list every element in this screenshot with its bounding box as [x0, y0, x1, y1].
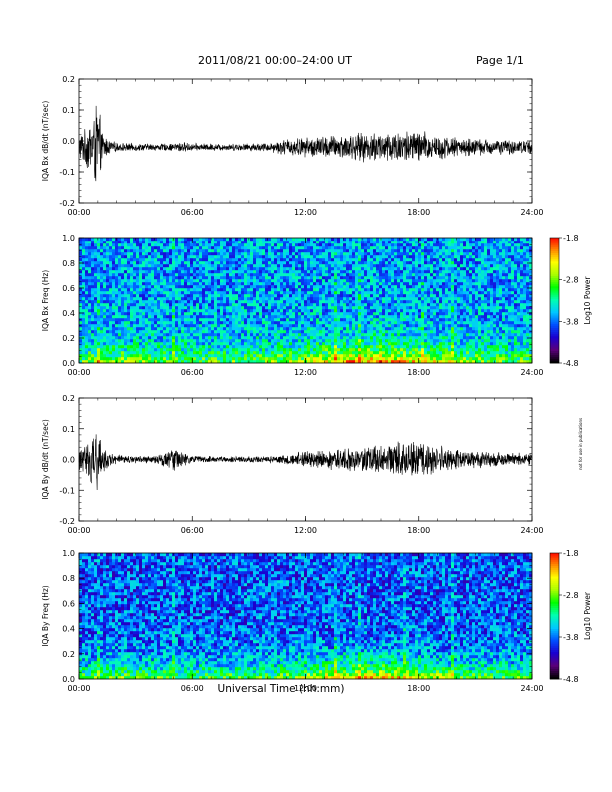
trace-line: [78, 434, 533, 491]
y-axis-label: IQA Bx Freq (Hz): [41, 270, 50, 332]
colorbar-tick-label: -2.8: [563, 276, 579, 285]
y-tick-label: 0.0: [62, 456, 75, 465]
x-tick-label: 12:00: [294, 684, 317, 693]
y-axis-label: IQA Bx dB/dt (nT/sec): [41, 101, 50, 182]
x-tick-label: 00:00: [67, 684, 90, 693]
x-tick-label: 18:00: [407, 368, 430, 377]
x-tick-label: 00:00: [67, 368, 90, 377]
y-tick-label: 0.8: [62, 574, 75, 583]
x-tick-label: 18:00: [407, 684, 430, 693]
colorbar-tick-label: -3.8: [563, 633, 579, 642]
panel-3: 00:00 06:00 12:00 18:00 24:00 0.2 0.1 0.0 -0.1 -0…: [41, 394, 544, 535]
colorbar-tick-label: -1.8: [563, 549, 579, 558]
colorbar-label: Log10 Power: [583, 591, 592, 640]
x-tick-label: 24:00: [520, 368, 543, 377]
y-tick-label: 0.1: [62, 425, 75, 434]
x-tick-label: 06:00: [181, 684, 204, 693]
x-tick-label: 00:00: [67, 208, 90, 217]
y-tick-label: 0.1: [62, 106, 75, 115]
y-tick-label: 0.2: [62, 75, 75, 84]
trace-line: [78, 105, 533, 182]
y-tick-label: 0.0: [62, 675, 75, 684]
spectrogram-cells: [79, 238, 533, 364]
page-number: Page 1/1: [476, 54, 524, 67]
y-axis-label: IQA By Freq (Hz): [41, 585, 50, 647]
y-tick-label: 0.0: [62, 137, 75, 146]
y-tick-label: 1.0: [62, 234, 75, 243]
y-tick-label: 0.2: [62, 334, 75, 343]
colorbar-tick-label: -2.8: [563, 591, 579, 600]
x-tick-label: 18:00: [407, 208, 430, 217]
panel-4: -1.8 -2.8 -3.8 -4.8 Log10 Power 00:00 06:00 12:…: [41, 549, 592, 693]
y-tick-label: -0.2: [59, 517, 75, 526]
y-axis-label: IQA By dB/dt (nT/sec): [41, 419, 50, 500]
y-tick-label: 0.2: [62, 650, 75, 659]
y-tick-label: -0.2: [59, 199, 75, 208]
x-axis-title: Universal Time (hh:mm): [218, 683, 345, 695]
x-tick-label: 06:00: [181, 208, 204, 217]
x-tick-label: 00:00: [67, 526, 90, 535]
panel-1: 00:00 06:00 12:00 18:00 24:00 0.2 0.1 0.0 -0.1 -0…: [41, 75, 544, 217]
side-note: not for use in publications: [578, 418, 583, 470]
y-tick-label: 0.0: [62, 359, 75, 368]
colorbar: -1.8 -2.8 -3.8 -4.8 Log10 Power: [549, 234, 592, 368]
colorbar: -1.8 -2.8 -3.8 -4.8 Log10 Power: [549, 549, 592, 684]
x-tick-label: 24:00: [520, 526, 543, 535]
y-tick-label: 0.6: [62, 599, 75, 608]
x-tick-label: 12:00: [294, 526, 317, 535]
x-tick-label: 24:00: [520, 684, 543, 693]
panel-2: -1.8 -2.8 -3.8 -4.8 Log10 Power 00:00 06:00 12:…: [41, 234, 592, 377]
y-tick-label: 0.4: [62, 309, 75, 318]
colorbar-tick-label: -4.8: [563, 675, 579, 684]
x-tick-label: 12:00: [294, 208, 317, 217]
y-tick-label: 0.6: [62, 284, 75, 293]
chart-panels: 00:00 06:00 12:00 18:00 24:00 0.2 0.1 0.0 -0.1 -0…: [41, 75, 592, 693]
x-tick-label: 06:00: [181, 368, 204, 377]
spectrogram-cells: [79, 553, 533, 680]
y-tick-label: 0.4: [62, 625, 75, 634]
y-tick-label: 0.8: [62, 259, 75, 268]
colorbar-tick-label: -4.8: [563, 359, 579, 368]
x-tick-label: 18:00: [407, 526, 430, 535]
y-tick-label: 1.0: [62, 549, 75, 558]
figure-title: 2011/08/21 00:00–24:00 UT: [198, 54, 352, 67]
colorbar-label: Log10 Power: [583, 276, 592, 325]
y-tick-label: -0.1: [59, 168, 75, 177]
colorbar-tick-label: -1.8: [563, 234, 579, 243]
y-tick-label: 0.2: [62, 394, 75, 403]
colorbar-tick-label: -3.8: [563, 317, 579, 326]
x-tick-label: 12:00: [294, 368, 317, 377]
x-tick-label: 24:00: [520, 208, 543, 217]
x-tick-label: 06:00: [181, 526, 204, 535]
y-tick-label: -0.1: [59, 486, 75, 495]
